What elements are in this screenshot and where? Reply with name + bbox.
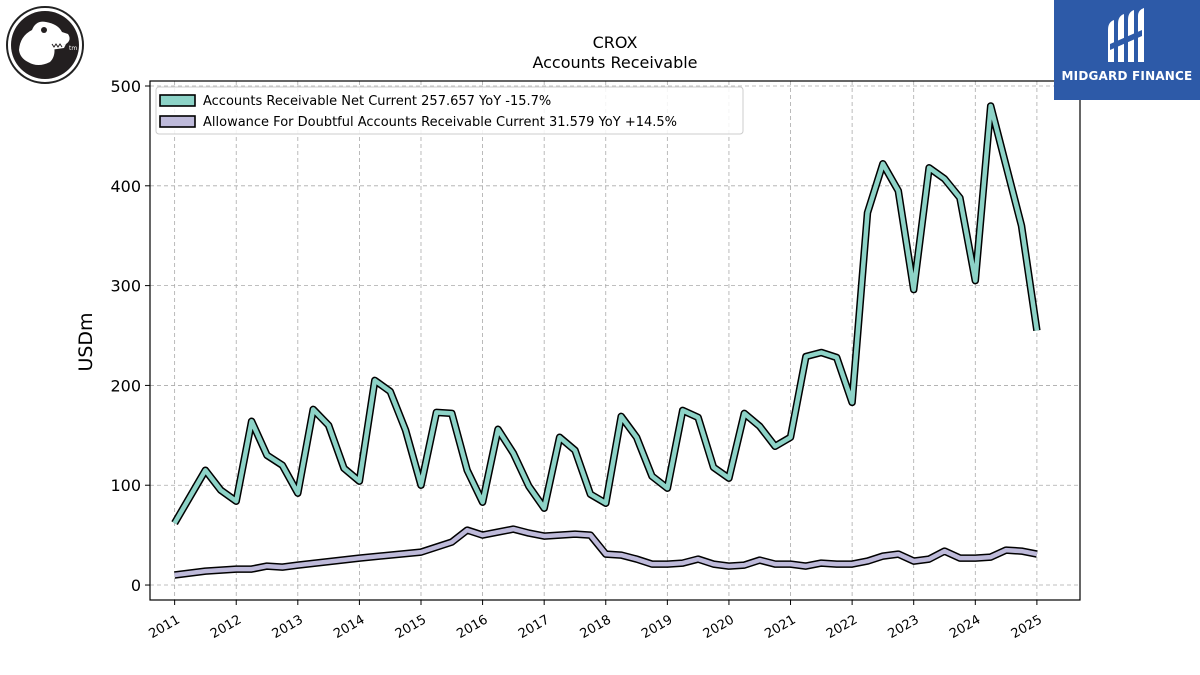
midgard-finance-wordmark: MIDGARD FINANCE bbox=[1061, 69, 1193, 83]
x-tick-label: 2017 bbox=[516, 612, 552, 642]
x-tick-label: 2025 bbox=[1009, 612, 1045, 642]
svg-text:tm: tm bbox=[69, 45, 77, 52]
x-tick-label: 2011 bbox=[146, 612, 182, 642]
series-0-line bbox=[172, 103, 1040, 525]
x-tick-label: 2023 bbox=[886, 612, 922, 642]
legend-label-receivable: Accounts Receivable Net Current 257.657 … bbox=[203, 94, 551, 109]
x-tick-label: 2016 bbox=[454, 612, 490, 642]
y-tick-label: 400 bbox=[110, 177, 141, 196]
legend-swatch-allowance bbox=[159, 115, 196, 128]
y-tick-label: 100 bbox=[110, 476, 141, 495]
x-tick-label: 2019 bbox=[639, 612, 675, 642]
x-tick-label: 2012 bbox=[208, 612, 244, 642]
plot-frame bbox=[149, 80, 1081, 601]
legend-label-allowance: Allowance For Doubtful Accounts Receivab… bbox=[203, 115, 677, 130]
y-tick-label: 300 bbox=[110, 277, 141, 296]
x-tick-label: 2024 bbox=[947, 612, 983, 642]
legend: Accounts Receivable Net Current 257.657 … bbox=[155, 86, 744, 135]
y-axis: 0 100 200 300 400 500 bbox=[110, 77, 150, 595]
plot-lines bbox=[171, 102, 1041, 579]
series-1-line bbox=[174, 526, 1038, 578]
grid bbox=[150, 81, 1080, 600]
x-tick-label: 2018 bbox=[578, 612, 614, 642]
x-tick-label: 2021 bbox=[762, 612, 798, 642]
y-tick-label: 200 bbox=[110, 376, 141, 395]
y-axis-label: USDm bbox=[75, 312, 97, 371]
x-tick-label: 2015 bbox=[393, 612, 429, 642]
x-tick-label: 2020 bbox=[701, 612, 737, 642]
crocodile-logo-icon: tm bbox=[6, 6, 84, 84]
x-tick-label: 2014 bbox=[331, 612, 367, 642]
series-0 bbox=[171, 102, 1041, 525]
legend-swatch-receivable bbox=[159, 94, 196, 107]
x-tick-label: 2022 bbox=[824, 612, 860, 642]
midgard-finance-logo: MIDGARD FINANCE bbox=[1054, 0, 1200, 100]
midgard-finance-logo-icon bbox=[1108, 8, 1144, 62]
chart-subtitle: Accounts Receivable bbox=[532, 53, 697, 72]
y-tick-label: 0 bbox=[131, 576, 141, 595]
legend-box bbox=[155, 86, 744, 135]
series-1 bbox=[174, 525, 1038, 579]
x-axis: 2011 2012 2013 2014 2015 2016 2017 2018 2019 2020… bbox=[146, 600, 1045, 642]
chart-title: CROX bbox=[593, 33, 638, 52]
x-tick-label: 2013 bbox=[270, 612, 306, 642]
y-tick-label: 500 bbox=[110, 77, 141, 96]
